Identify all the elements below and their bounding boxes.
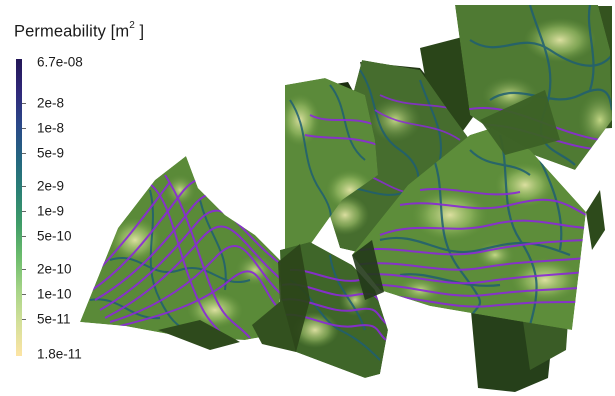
- colorbar-title-exponent: 2: [129, 20, 135, 31]
- colorbar-tick-label: 2e-10: [37, 261, 72, 277]
- colorbar-tick-label: 5e-11: [37, 311, 71, 327]
- colorbar-tick-label: 1e-10: [37, 286, 72, 302]
- colorbar-tick: [22, 294, 26, 296]
- colorbar-tick: [22, 127, 26, 129]
- colorbar-legend: Permeability [m2 ] 6.7e-08 1.8e-11 2e-8 1…: [0, 0, 200, 396]
- fracture-big-right: [352, 128, 586, 330]
- fracture-shards: [158, 90, 605, 352]
- colorbar-tick-label: 2e-8: [37, 95, 65, 111]
- colorbar-title-text: Permeability [m: [14, 22, 130, 41]
- colorbar-tick-label: 2e-9: [37, 178, 65, 194]
- colorbar-title-close: ]: [134, 22, 145, 41]
- colorbar-tick-label: 5e-9: [37, 145, 65, 161]
- colorbar-gradient: [16, 59, 22, 356]
- colorbar-tick: [22, 102, 26, 104]
- colorbar-tick: [22, 319, 26, 321]
- colorbar-tick: [22, 185, 26, 187]
- colorbar-tick: [22, 210, 26, 212]
- colorbar-tick: [22, 152, 26, 154]
- colorbar-tick: [22, 235, 26, 237]
- colorbar-tick-label: 5e-10: [37, 228, 72, 244]
- colorbar-tick-label: 1e-8: [37, 120, 65, 136]
- colorbar-tick-label: 1e-9: [37, 203, 65, 219]
- colorbar-max-label: 6.7e-08: [37, 54, 83, 70]
- colorbar-tick: [22, 269, 26, 271]
- colorbar-min-label: 1.8e-11: [37, 346, 82, 362]
- colorbar-title: Permeability [m2 ]: [14, 20, 145, 42]
